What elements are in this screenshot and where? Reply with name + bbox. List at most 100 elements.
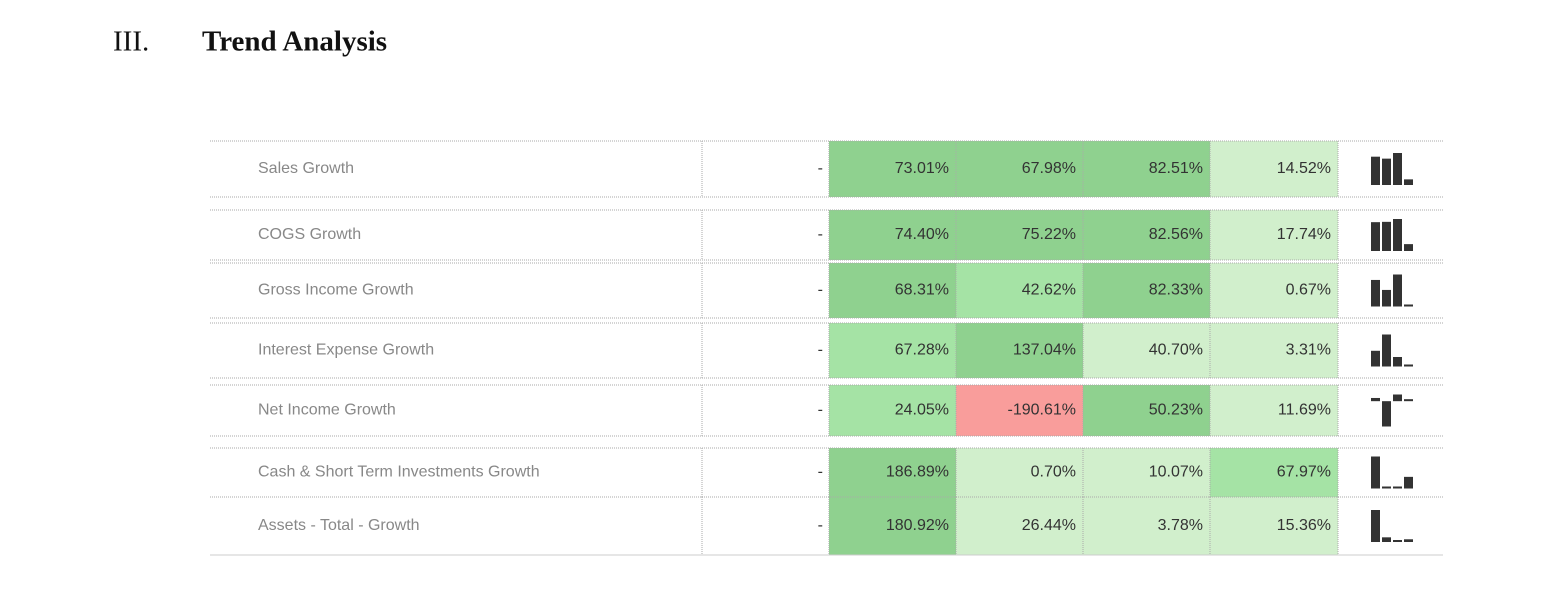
value-cell: 3.31% [1286, 342, 1331, 359]
cell-fill [1210, 263, 1338, 318]
value-cell: 68.31% [895, 282, 949, 299]
cell-fill [1210, 385, 1338, 436]
value-cell: 82.56% [1149, 226, 1203, 243]
sparkline-bar [1382, 486, 1391, 489]
sparkline-bar [1371, 222, 1380, 251]
cell-fill [829, 263, 956, 318]
value-cell: 186.89% [886, 464, 949, 481]
cell-fill [956, 385, 1083, 436]
cell-fill [956, 141, 1083, 197]
sparkline-bar [1393, 274, 1402, 307]
value-cell: 82.51% [1149, 160, 1203, 177]
value-cell: 82.33% [1149, 282, 1203, 299]
cell-fill [1083, 210, 1210, 260]
value-cell: 24.05% [895, 402, 949, 419]
value-cell: 0.70% [1031, 464, 1076, 481]
cell-fill [1210, 448, 1338, 497]
section-title: Trend Analysis [202, 26, 387, 58]
cell-fill [1210, 210, 1338, 260]
cell-fill [1083, 141, 1210, 197]
sparkline-bar [1393, 540, 1402, 542]
row-label: Gross Income Growth [258, 282, 414, 299]
value-cell: 14.52% [1277, 160, 1331, 177]
value-cell: -190.61% [1008, 402, 1077, 419]
base-cell: - [818, 282, 823, 299]
cell-fill [829, 210, 956, 260]
cell-fill [1210, 497, 1338, 555]
sparkline-bar [1382, 401, 1391, 427]
value-cell: 74.40% [895, 226, 949, 243]
sparkline-bar [1371, 350, 1380, 367]
sparkline-bar [1371, 510, 1380, 542]
value-cell: 40.70% [1149, 342, 1203, 359]
value-cell: 26.44% [1022, 517, 1076, 534]
cell-fill [829, 385, 956, 436]
sparkline-bar [1382, 289, 1391, 307]
value-cell: 17.74% [1277, 226, 1331, 243]
sparkline-bar [1393, 394, 1402, 402]
base-cell: - [818, 402, 823, 419]
base-cell: - [818, 160, 823, 177]
sparkline-bar [1404, 364, 1413, 367]
value-cell: 67.28% [895, 342, 949, 359]
cell-fill [956, 323, 1083, 378]
sparkline-bar [1393, 219, 1402, 251]
base-cell: - [818, 517, 823, 534]
sparkline-bar [1371, 156, 1380, 185]
row-label: COGS Growth [258, 226, 361, 243]
value-cell: 73.01% [895, 160, 949, 177]
cell-fill [1083, 323, 1210, 378]
cell-fill [1083, 497, 1210, 555]
cell-fill [956, 497, 1083, 555]
value-cell: 180.92% [886, 517, 949, 534]
cell-fill [829, 141, 956, 197]
cell-fill [829, 448, 956, 497]
cell-fill [956, 263, 1083, 318]
cell-fill [956, 448, 1083, 497]
row-label: Sales Growth [258, 160, 354, 177]
base-cell: - [818, 464, 823, 481]
sparkline-bar [1371, 279, 1380, 307]
sparkline-bar [1393, 486, 1402, 489]
value-cell: 11.69% [1278, 402, 1331, 419]
sparkline-bar [1382, 334, 1391, 367]
base-cell: - [818, 226, 823, 243]
sparkline-bar [1382, 221, 1391, 251]
sparkline-bar [1393, 356, 1402, 367]
sparkline-bar [1404, 476, 1413, 489]
cell-fill [829, 497, 956, 555]
sparkline-bar [1382, 537, 1391, 542]
value-cell: 10.07% [1149, 464, 1203, 481]
value-cell: 3.78% [1158, 517, 1203, 534]
sparkline-bar [1393, 153, 1402, 185]
sparkline-bar [1404, 179, 1413, 185]
value-cell: 67.98% [1022, 160, 1076, 177]
sparkline-bar [1404, 304, 1413, 307]
cell-fill [1083, 448, 1210, 497]
cell-fill [1083, 385, 1210, 436]
row-label: Assets - Total - Growth [258, 517, 420, 534]
sparkline-bar [1371, 397, 1380, 402]
value-cell: 0.67% [1286, 282, 1331, 299]
row-label: Cash & Short Term Investments Growth [258, 464, 540, 481]
value-cell: 42.62% [1022, 282, 1076, 299]
value-cell: 67.97% [1277, 464, 1331, 481]
row-label: Net Income Growth [258, 402, 396, 419]
sparkline-bar [1382, 158, 1391, 185]
value-cell: 50.23% [1149, 402, 1203, 419]
sparkline-bar [1404, 399, 1413, 402]
cell-fill [1210, 323, 1338, 378]
cell-fill [956, 210, 1083, 260]
value-cell: 75.22% [1022, 226, 1076, 243]
value-cell: 15.36% [1277, 517, 1331, 534]
cell-fill [829, 323, 956, 378]
cell-fill [1210, 141, 1338, 197]
section-number: III. [113, 26, 149, 58]
cell-fill [1083, 263, 1210, 318]
base-cell: - [818, 342, 823, 359]
row-label: Interest Expense Growth [258, 342, 434, 359]
sparkline-bar [1404, 244, 1413, 251]
sparkline-bar [1371, 456, 1380, 489]
value-cell: 137.04% [1013, 342, 1076, 359]
